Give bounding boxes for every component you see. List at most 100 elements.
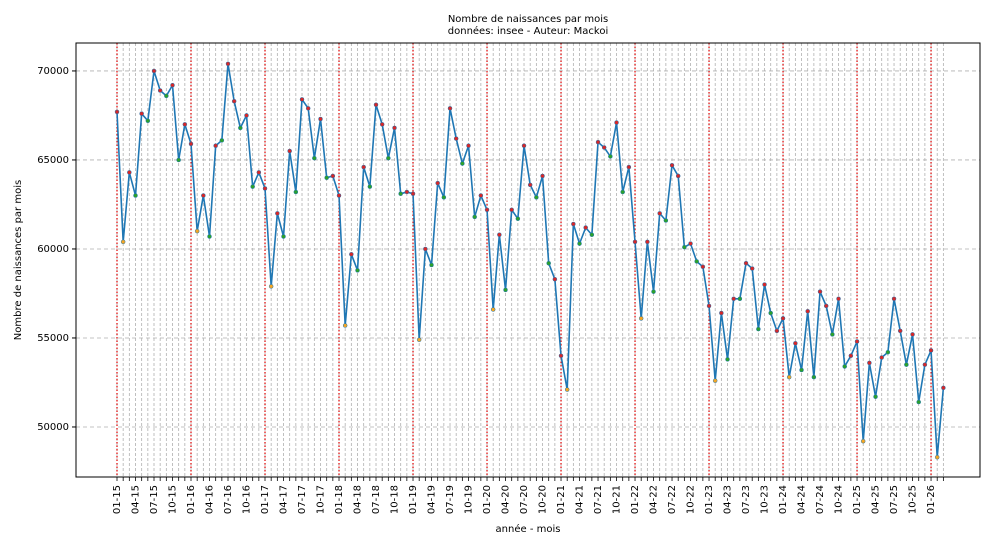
x-tick-label: 07-16 xyxy=(223,485,234,514)
plot-frame xyxy=(75,42,981,478)
data-point xyxy=(657,211,662,216)
data-point xyxy=(361,164,366,170)
data-point xyxy=(897,328,903,334)
data-point xyxy=(836,296,841,302)
data-point xyxy=(614,120,619,125)
x-tick-label: 01-17 xyxy=(260,485,271,514)
data-point xyxy=(423,246,428,252)
data-point xyxy=(731,296,736,302)
x-tick-label: 10-21 xyxy=(612,485,623,514)
data-point xyxy=(435,180,440,186)
data-point xyxy=(891,296,897,302)
data-point xyxy=(133,193,138,198)
data-point xyxy=(756,326,761,332)
x-tick-label: 10-24 xyxy=(834,485,845,514)
data-point xyxy=(922,362,928,367)
data-point xyxy=(429,262,434,268)
data-point xyxy=(293,189,299,195)
data-point xyxy=(780,316,786,321)
x-tick-label: 01-18 xyxy=(334,485,345,514)
data-point xyxy=(392,125,397,131)
data-point xyxy=(386,155,391,161)
data-point xyxy=(176,157,181,163)
data-point xyxy=(910,332,915,337)
data-point xyxy=(749,266,755,271)
data-point xyxy=(768,310,773,316)
data-point xyxy=(651,289,656,294)
data-point xyxy=(349,252,354,257)
data-point xyxy=(577,241,582,246)
x-tick-label: 01-24 xyxy=(778,485,789,514)
y-tick-label: 60000 xyxy=(37,244,69,255)
x-tick-label: 07-23 xyxy=(741,485,752,514)
x-tick-label: 10-17 xyxy=(316,485,327,514)
data-point xyxy=(447,106,453,111)
data-point xyxy=(367,184,373,189)
x-tick-label: 07-25 xyxy=(889,485,900,514)
data-point xyxy=(478,193,484,198)
data-point xyxy=(120,239,126,245)
x-tick-label: 10-15 xyxy=(168,485,179,514)
data-point xyxy=(231,98,237,104)
y-tick-label: 70000 xyxy=(37,66,69,77)
x-tick-label: 04-18 xyxy=(353,485,364,514)
data-point xyxy=(379,122,385,127)
data-point xyxy=(416,337,422,343)
data-point xyxy=(139,111,144,116)
data-point xyxy=(589,232,595,237)
data-point xyxy=(823,303,829,309)
x-tick-label: 10-19 xyxy=(464,485,475,514)
data-point xyxy=(774,328,780,334)
data-point xyxy=(860,438,866,444)
data-point xyxy=(534,195,539,200)
data-point xyxy=(928,348,934,353)
data-point xyxy=(786,374,792,380)
x-tick-label: 04-19 xyxy=(427,485,438,514)
data-point xyxy=(564,387,570,392)
data-point xyxy=(743,260,749,266)
data-point xyxy=(157,88,163,93)
data-point xyxy=(867,360,872,366)
data-point xyxy=(312,155,317,161)
data-point xyxy=(675,173,681,179)
data-point xyxy=(620,189,625,195)
data-point xyxy=(188,141,194,147)
data-point xyxy=(879,355,884,360)
data-point xyxy=(305,106,311,111)
data-point xyxy=(571,221,576,227)
data-point xyxy=(262,186,268,191)
data-point xyxy=(645,239,650,245)
x-tick-label: 01-16 xyxy=(186,485,197,514)
data-point xyxy=(546,260,551,266)
x-tick-label: 04-24 xyxy=(797,485,808,514)
data-point xyxy=(558,353,564,359)
x-tick-label: 04-20 xyxy=(501,485,512,514)
x-tick-label: 07-22 xyxy=(667,485,678,514)
data-point xyxy=(601,145,607,150)
data-point xyxy=(145,118,151,124)
data-point xyxy=(817,289,823,294)
x-tick-label: 07-18 xyxy=(371,485,382,514)
x-tick-label: 07-19 xyxy=(445,485,456,514)
data-point xyxy=(466,143,471,148)
data-point xyxy=(373,102,379,108)
x-tick-label: 10-18 xyxy=(390,485,401,514)
data-point xyxy=(737,296,743,302)
data-point xyxy=(244,113,249,118)
data-point xyxy=(762,282,767,287)
data-point xyxy=(342,323,348,328)
x-tick-label: 04-15 xyxy=(131,485,142,514)
data-point xyxy=(207,234,212,239)
x-tick-label: 01-23 xyxy=(704,485,715,514)
data-point xyxy=(287,148,292,154)
data-point xyxy=(799,367,804,373)
data-point xyxy=(793,341,798,346)
y-tick-label: 50000 xyxy=(37,422,69,433)
data-point xyxy=(330,173,336,179)
x-tick-label: 07-20 xyxy=(519,485,530,514)
data-point xyxy=(497,232,502,237)
data-point xyxy=(626,164,632,170)
data-point xyxy=(904,362,909,367)
data-point xyxy=(299,97,305,102)
